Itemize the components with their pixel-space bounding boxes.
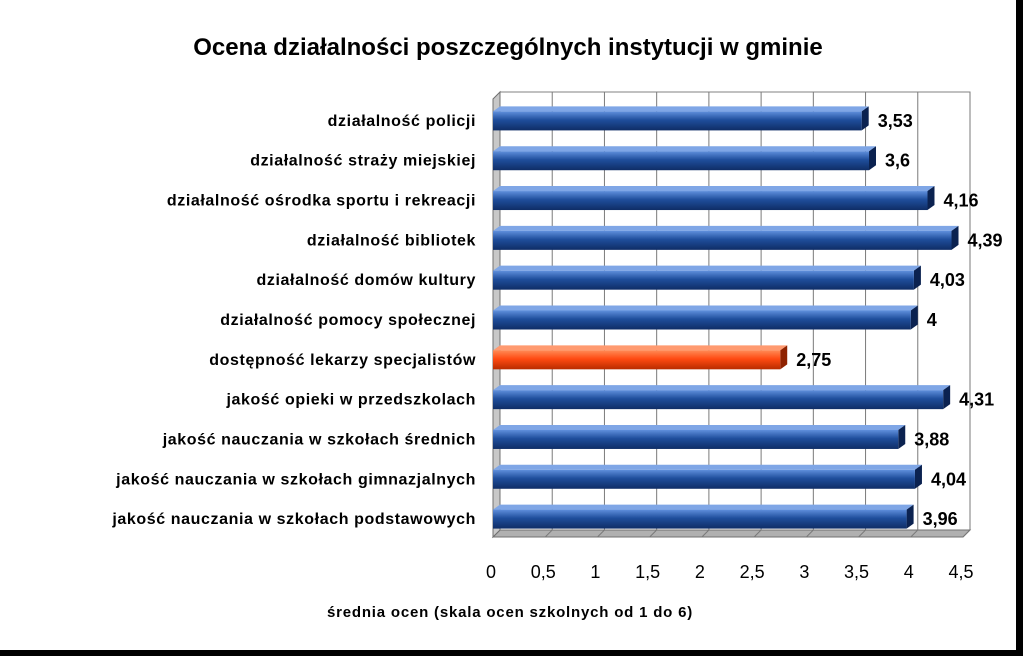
x-tick-label: 1,5: [635, 562, 660, 582]
bar-top-face: [493, 225, 959, 231]
data-label: 2,75: [796, 350, 831, 370]
bar[interactable]: [493, 310, 911, 330]
data-label: 4,04: [931, 469, 966, 489]
chart-title: Ocena działalności poszczególnych instyt…: [193, 34, 822, 61]
category-label: działalność bibliotek: [307, 232, 476, 249]
bar-end-face: [906, 504, 914, 529]
gridline-floor: [910, 529, 919, 538]
x-tick-label: 2,5: [740, 562, 765, 582]
data-label: 4: [927, 310, 937, 330]
bar-top-face: [493, 424, 906, 430]
bar[interactable]: [493, 429, 899, 449]
bar-top-face: [493, 265, 921, 271]
bar[interactable]: [493, 151, 869, 171]
bar-end-face: [943, 385, 951, 410]
x-tick-label: 1: [590, 562, 600, 582]
bar-top-face: [493, 106, 869, 112]
bar-top-face: [493, 345, 788, 351]
gridline-floor: [701, 529, 710, 538]
bar-end-face: [861, 106, 869, 131]
gridline-floor: [805, 529, 814, 538]
gridline-floor: [649, 529, 658, 538]
gridline-floor: [753, 529, 762, 538]
data-label: 4,16: [943, 191, 978, 211]
bar[interactable]: [493, 469, 915, 489]
x-tick-label: 2: [695, 562, 705, 582]
category-label: działalność policji: [328, 113, 476, 130]
bar-top-face: [493, 504, 914, 510]
data-label: 3,88: [914, 429, 949, 449]
bar-end-face: [914, 464, 922, 489]
gridline-floor: [962, 529, 971, 538]
bar-top-face: [493, 146, 876, 152]
category-label: działalność ośrodka sportu i rekreacji: [167, 193, 476, 210]
data-label: 3,6: [885, 151, 910, 171]
bar-end-face: [951, 225, 959, 250]
x-tick-label: 0,5: [531, 562, 556, 582]
bar[interactable]: [493, 350, 781, 370]
category-label: dostępność lekarzy specjalistów: [209, 352, 476, 369]
gridline-floor: [544, 529, 553, 538]
bar[interactable]: [493, 390, 944, 410]
x-axis-title: średnia ocen (skala ocen szkolnych od 1 …: [327, 604, 693, 621]
category-label: jakość nauczania w szkołach gimnazjalnyc…: [115, 471, 476, 488]
bar-end-face: [910, 305, 918, 330]
plot-area: 0 0,5 1 1,5 2 2,5 3 3,5 4 4,5 działalność policji 3…: [111, 90, 1003, 582]
bar[interactable]: [493, 270, 914, 290]
gridline-floor: [858, 529, 866, 538]
gridline-floor: [597, 529, 605, 538]
data-label: 3,53: [878, 111, 913, 131]
category-label: działalność pomocy społecznej: [220, 312, 476, 329]
data-label: 4,03: [930, 270, 965, 290]
x-tick-label: 0: [486, 562, 496, 582]
x-tick-label: 3: [799, 562, 809, 582]
bar[interactable]: [493, 509, 907, 529]
bar-top-face: [493, 305, 918, 311]
category-label: jakość nauczania w szkołach średnich: [162, 431, 476, 448]
category-label: działalność straży miejskiej: [250, 153, 476, 170]
bar-top-face: [493, 385, 951, 391]
bar-end-face: [869, 146, 876, 171]
bar-end-face: [780, 345, 788, 370]
bar-top-face: [493, 464, 922, 470]
bar-top-face: [493, 186, 935, 192]
category-label: jakość opieki w przedszkolach: [226, 392, 477, 409]
category-label: jakość nauczania w szkołach podstawowych: [111, 511, 476, 528]
data-label: 3,96: [923, 509, 958, 529]
x-tick-label: 4: [904, 562, 914, 582]
bar-end-face: [898, 424, 906, 449]
x-tick-label: 4,5: [948, 562, 973, 582]
bar-end-face: [927, 186, 935, 211]
bar-end-face: [913, 265, 921, 290]
bar[interactable]: [493, 111, 862, 131]
bar[interactable]: [493, 191, 928, 211]
plot-floor: [491, 529, 972, 538]
x-tick-label: 3,5: [844, 562, 869, 582]
data-label: 4,31: [959, 390, 994, 410]
bar[interactable]: [493, 230, 952, 250]
data-label: 4,39: [968, 230, 1003, 250]
category-label: działalność domów kultury: [257, 272, 476, 289]
